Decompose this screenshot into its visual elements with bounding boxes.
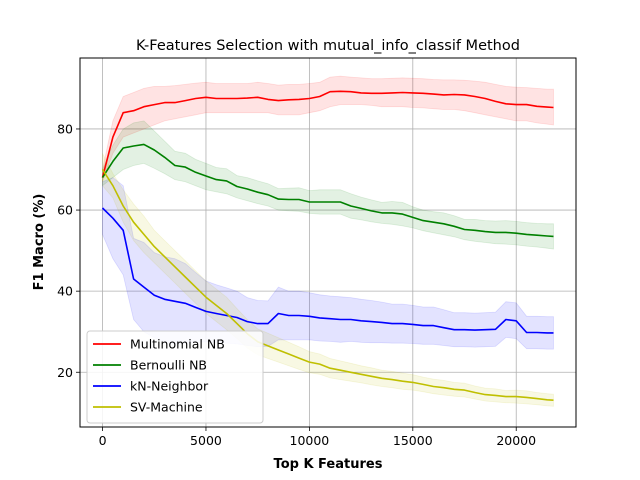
multinomial-nb-legend-label: Multinomial NB <box>130 337 225 352</box>
bernoulli-nb-band <box>102 120 554 250</box>
kn-neighbor-line <box>101 207 554 334</box>
chart-title: K-Features Selection with mutual_info_cl… <box>136 38 520 54</box>
y-tick-label: 40 <box>57 284 73 299</box>
x-axis-label: Top K Features <box>274 457 383 472</box>
sv-machine-legend-label: SV-Machine <box>130 400 203 415</box>
x-tick-label: 0 <box>99 433 107 448</box>
y-tick-label: 20 <box>57 365 73 380</box>
x-tick-label: 10000 <box>290 433 330 448</box>
bernoulli-nb-line <box>101 143 554 238</box>
bernoulli-nb-legend-label: Bernoulli NB <box>130 358 207 373</box>
legend: Multinomial NB Bernoulli NB kN-Neighbor SV-… <box>86 330 264 424</box>
multinomial-nb-line <box>101 90 554 178</box>
y-axis-label: F1 Macro (%) <box>32 194 47 291</box>
y-tick-label: 60 <box>57 203 73 218</box>
sv-machine-line <box>101 169 554 401</box>
grid-layer <box>80 58 576 427</box>
x-tick-label: 20000 <box>496 433 536 448</box>
multinomial-nb-band <box>102 75 554 182</box>
x-tick-label: 5000 <box>190 433 222 448</box>
plot-frame <box>79 57 577 428</box>
legend-box <box>86 330 264 424</box>
tick-layer: 0 5000 10000 15000 20000 20 40 60 80 <box>57 121 536 448</box>
x-tick-label: 15000 <box>393 433 433 448</box>
y-tick-label: 80 <box>57 121 73 136</box>
kn-neighbor-legend-label: kN-Neighbor <box>130 379 209 394</box>
line-layer <box>101 90 554 401</box>
